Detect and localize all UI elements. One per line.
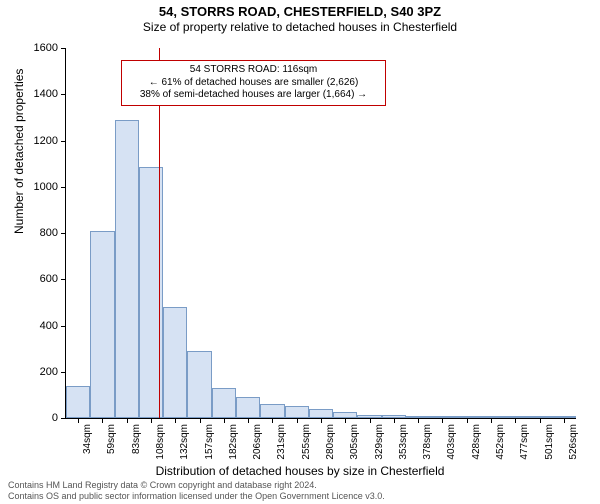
y-tick-label: 600 (40, 273, 58, 285)
y-tick (61, 326, 66, 327)
x-tick-label: 305sqm (349, 424, 360, 460)
histogram-bar (90, 231, 114, 418)
x-tick-label: 329sqm (374, 424, 385, 460)
annotation-box: 54 STORRS ROAD: 116sqm← 61% of detached … (121, 60, 386, 106)
histogram-bar (212, 388, 236, 418)
histogram-bar (260, 404, 284, 418)
x-tick-label: 83sqm (131, 424, 142, 454)
x-tick-label: 378sqm (422, 424, 433, 460)
y-axis-label: Number of detached properties (12, 69, 26, 234)
histogram-bar (187, 351, 211, 418)
y-tick-label: 1600 (34, 42, 58, 54)
x-tick (151, 418, 152, 423)
y-tick (61, 141, 66, 142)
footer-line-2: Contains OS and public sector informatio… (8, 491, 385, 502)
chart-title: 54, STORRS ROAD, CHESTERFIELD, S40 3PZ (0, 4, 600, 19)
footer-line-1: Contains HM Land Registry data © Crown c… (8, 480, 385, 491)
x-tick (127, 418, 128, 423)
x-tick (394, 418, 395, 423)
x-tick (224, 418, 225, 423)
x-tick (442, 418, 443, 423)
x-tick-label: 206sqm (252, 424, 263, 460)
x-tick-label: 231sqm (276, 424, 287, 460)
x-tick (78, 418, 79, 423)
y-tick-label: 1000 (34, 181, 58, 193)
x-tick (564, 418, 565, 423)
x-tick-label: 182sqm (228, 424, 239, 460)
y-tick (61, 233, 66, 234)
histogram-bar (115, 120, 139, 418)
x-tick (418, 418, 419, 423)
y-tick (61, 372, 66, 373)
x-tick-label: 428sqm (471, 424, 482, 460)
annotation-line-3: 38% of semi-detached houses are larger (… (128, 89, 379, 102)
y-tick (61, 418, 66, 419)
x-tick-label: 403sqm (446, 424, 457, 460)
y-tick (61, 48, 66, 49)
x-tick-label: 157sqm (204, 424, 215, 460)
chart-container: 54, STORRS ROAD, CHESTERFIELD, S40 3PZ S… (0, 4, 600, 504)
x-tick (370, 418, 371, 423)
x-tick (248, 418, 249, 423)
y-tick-label: 1200 (34, 135, 58, 147)
x-tick (175, 418, 176, 423)
histogram-bar (236, 397, 260, 418)
x-tick-label: 501sqm (544, 424, 555, 460)
histogram-bar (285, 406, 309, 418)
histogram-bar (66, 386, 90, 418)
x-tick (272, 418, 273, 423)
x-tick-label: 280sqm (325, 424, 336, 460)
y-tick-label: 800 (40, 227, 58, 239)
x-tick (345, 418, 346, 423)
x-tick (491, 418, 492, 423)
x-tick (540, 418, 541, 423)
x-tick-label: 452sqm (495, 424, 506, 460)
y-tick (61, 94, 66, 95)
plot-area: 0200400600800100012001400160034sqm59sqm8… (65, 48, 576, 419)
y-tick (61, 187, 66, 188)
x-tick-label: 34sqm (82, 424, 93, 454)
x-tick-label: 353sqm (398, 424, 409, 460)
x-tick-label: 132sqm (179, 424, 190, 460)
x-tick (467, 418, 468, 423)
x-tick (102, 418, 103, 423)
x-tick-label: 255sqm (301, 424, 312, 460)
x-tick-label: 477sqm (519, 424, 530, 460)
x-tick (321, 418, 322, 423)
y-tick-label: 1400 (34, 88, 58, 100)
chart-subtitle: Size of property relative to detached ho… (0, 20, 600, 34)
y-tick (61, 279, 66, 280)
annotation-line-1: 54 STORRS ROAD: 116sqm (128, 64, 379, 77)
x-tick (200, 418, 201, 423)
x-tick-label: 526sqm (568, 424, 579, 460)
footer-attribution: Contains HM Land Registry data © Crown c… (8, 480, 385, 502)
histogram-bar (309, 409, 333, 418)
x-axis-label: Distribution of detached houses by size … (0, 464, 600, 478)
x-tick-label: 59sqm (106, 424, 117, 454)
y-tick-label: 0 (52, 412, 58, 424)
x-tick (297, 418, 298, 423)
x-tick-label: 108sqm (155, 424, 166, 460)
annotation-line-2: ← 61% of detached houses are smaller (2,… (128, 77, 379, 90)
y-tick-label: 200 (40, 366, 58, 378)
y-tick-label: 400 (40, 320, 58, 332)
histogram-bar (163, 307, 187, 418)
x-tick (515, 418, 516, 423)
